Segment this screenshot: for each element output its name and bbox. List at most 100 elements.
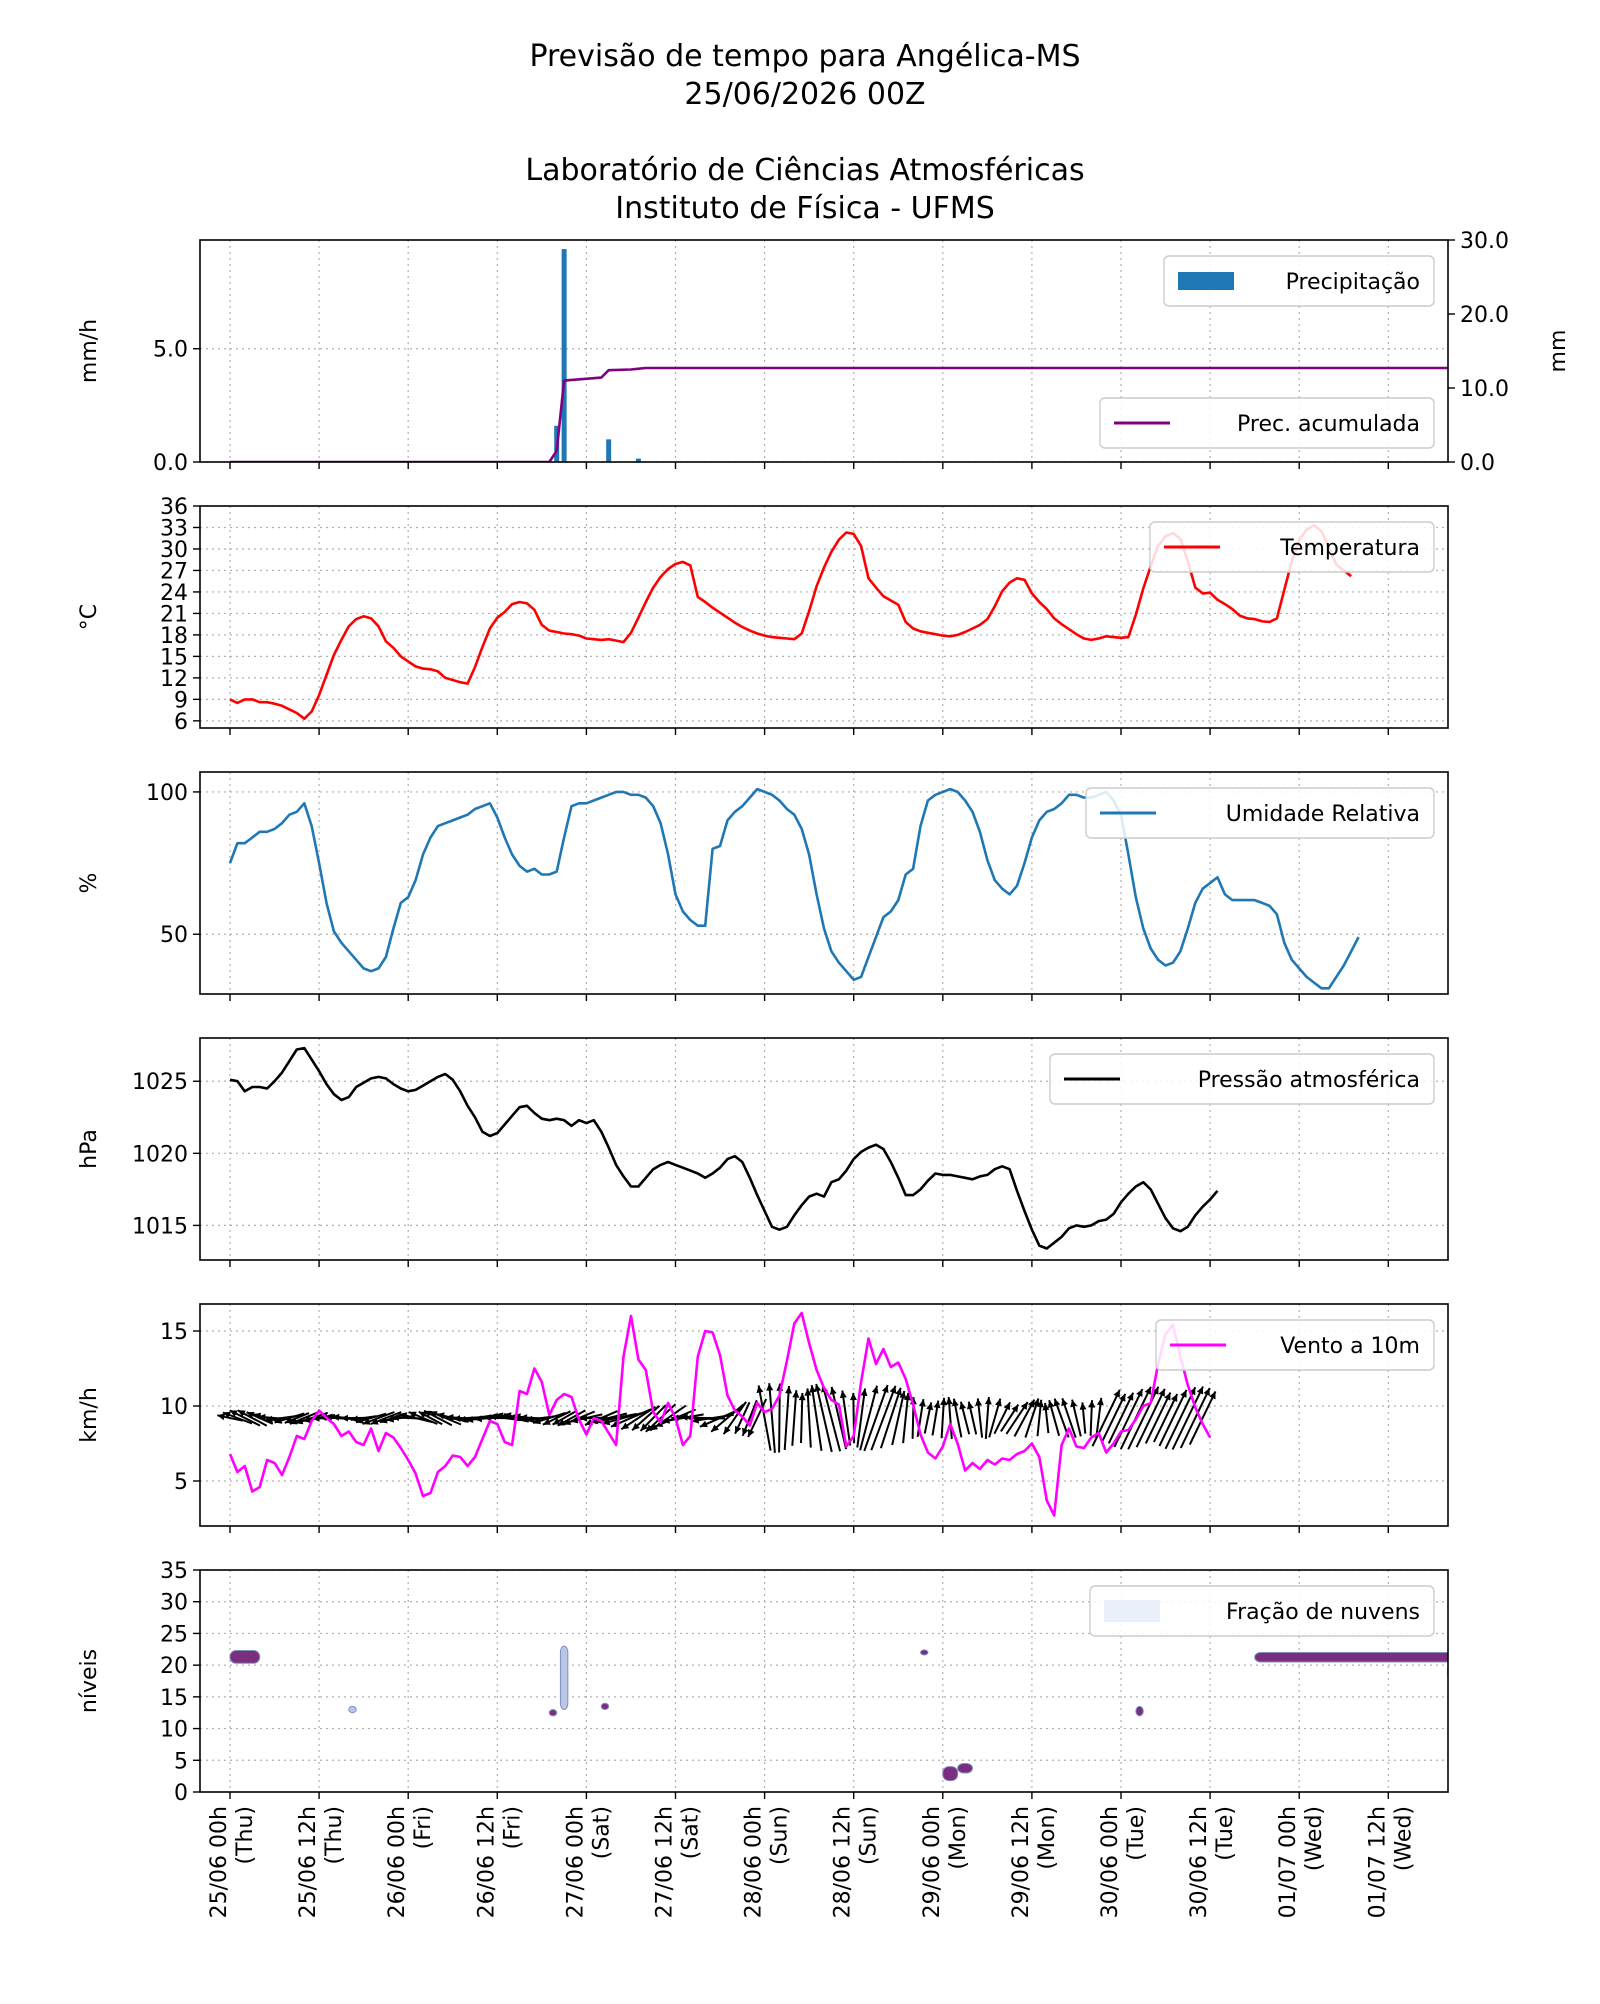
wind-arrow-head bbox=[1011, 1404, 1019, 1413]
x-tick-label-date: 01/07 00h bbox=[1276, 1806, 1301, 1918]
x-tick-label-day: (Thu) bbox=[322, 1806, 347, 1865]
y-tick-label: 15 bbox=[160, 1686, 188, 1711]
wind-arrow-head bbox=[495, 1412, 504, 1420]
wind-arrow-head bbox=[904, 1392, 911, 1401]
y-tick-label: 0 bbox=[174, 1781, 188, 1806]
wind-arrow-head bbox=[1079, 1402, 1087, 1410]
wind-arrow-head bbox=[766, 1383, 774, 1391]
legend-wind: Vento a 10m bbox=[1155, 1319, 1435, 1371]
wind-arrow-head bbox=[579, 1414, 588, 1422]
wind-arrow-head bbox=[356, 1417, 364, 1424]
y-tick-label: 21 bbox=[160, 602, 188, 627]
wind-arrow-shaft bbox=[856, 1388, 866, 1448]
wind-arrow-head bbox=[570, 1416, 579, 1424]
wind-arrow-head bbox=[1158, 1388, 1165, 1397]
y-tick-label: 35 bbox=[160, 1559, 188, 1584]
wind-arrow-head bbox=[340, 1414, 348, 1422]
x-tick-label-day: (Fri) bbox=[500, 1806, 525, 1849]
plot-area-wind bbox=[217, 1311, 1217, 1517]
y-axis-label: hPa bbox=[77, 1129, 102, 1169]
legend-rh: Umidade Relativa bbox=[1085, 787, 1435, 839]
wind-arrow-head bbox=[839, 1390, 847, 1399]
x-tick-label-day: (Tue) bbox=[1213, 1806, 1238, 1861]
legend-label: Umidade Relativa bbox=[1226, 802, 1420, 827]
wind-arrow-head bbox=[1152, 1386, 1159, 1395]
wind-arrow-head bbox=[436, 1412, 445, 1420]
legend-label: Fração de nuvens bbox=[1226, 1600, 1420, 1625]
x-tick-label-date: 30/06 00h bbox=[1098, 1806, 1123, 1918]
wind-arrow-head bbox=[446, 1414, 454, 1421]
wind-arrow-shaft bbox=[1158, 1389, 1188, 1447]
panel-wind: 5 10 15 km/h Vento a 10m bbox=[77, 1303, 1449, 1533]
wind-arrow-head bbox=[258, 1413, 266, 1421]
y-tick-label: 10 bbox=[160, 1395, 188, 1420]
wind-arrow-shaft bbox=[821, 1384, 842, 1452]
y-axis-label: km/h bbox=[77, 1387, 102, 1443]
wind-arrow-shaft bbox=[1113, 1388, 1144, 1448]
x-tick-label-date: 30/06 12h bbox=[1187, 1806, 1212, 1918]
wind-arrow-head bbox=[229, 1410, 238, 1417]
cloud-blob bbox=[559, 1645, 569, 1711]
y-tick-label: 27 bbox=[160, 559, 188, 584]
wind-arrow-shaft bbox=[1100, 1393, 1127, 1443]
wind-arrow-head bbox=[1113, 1389, 1120, 1398]
wind-arrow-head bbox=[453, 1415, 461, 1422]
cloud-blob bbox=[600, 1702, 610, 1711]
wind-arrow-head bbox=[370, 1418, 379, 1425]
y-tick-label: 10 bbox=[160, 1718, 188, 1743]
wind-arrow-head bbox=[399, 1412, 407, 1420]
cloud-blob bbox=[229, 1650, 261, 1664]
wind-arrow-shaft bbox=[1188, 1390, 1217, 1446]
wind-arrow-head bbox=[945, 1397, 953, 1405]
wind-arrow-head bbox=[429, 1411, 438, 1418]
y-tick-label: 5 bbox=[174, 1470, 188, 1495]
y-tick-label: 36 bbox=[160, 495, 188, 520]
wind-arrow-head bbox=[1053, 1398, 1061, 1407]
legend-swatch bbox=[1178, 272, 1234, 290]
x-tick-label-date: 25/06 12h bbox=[296, 1806, 321, 1918]
panel-frame-precip bbox=[199, 239, 1449, 463]
plot-area-rh bbox=[228, 787, 1360, 990]
wind-arrow-head bbox=[1196, 1386, 1203, 1395]
wind-arrow-head bbox=[295, 1417, 304, 1425]
wind-arrow-head bbox=[542, 1418, 551, 1425]
wind-arrow-head bbox=[418, 1411, 427, 1419]
wind-arrow-head bbox=[1119, 1393, 1126, 1402]
y-tick-label: 1020 bbox=[132, 1142, 188, 1167]
y-axis-label: % bbox=[77, 873, 102, 894]
wind-arrow-head bbox=[1037, 1399, 1044, 1408]
wind-arrow-head bbox=[967, 1401, 974, 1410]
wind-arrow-head bbox=[895, 1387, 902, 1396]
wind-arrow-head bbox=[1070, 1399, 1078, 1408]
legend-temp: Temperatura bbox=[1149, 521, 1435, 573]
title-line-1: Previsão de tempo para Angélica-MS bbox=[529, 39, 1080, 74]
x-tick-label-day: (Mon) bbox=[1035, 1806, 1060, 1870]
wind-arrow-shaft bbox=[806, 1388, 812, 1448]
wind-arrow-shaft bbox=[1144, 1392, 1172, 1444]
legend-frame bbox=[1155, 1319, 1435, 1371]
wind-arrow-head bbox=[489, 1413, 497, 1421]
wind-arrow-head bbox=[742, 1427, 749, 1436]
wind-arrow-head bbox=[1189, 1387, 1196, 1396]
x-tick-label-day: (Thu) bbox=[233, 1806, 258, 1865]
wind-arrow-head bbox=[792, 1390, 800, 1398]
panel-precip: 0.0 5.0 mm/h 0.0 10.0 20.0 30.0 mm Precipitação P… bbox=[77, 229, 1571, 476]
x-tick-label-day: (Wed) bbox=[1302, 1806, 1327, 1871]
y-tick-label: 5 bbox=[174, 1749, 188, 1774]
x-tick-label-date: 28/06 12h bbox=[831, 1806, 856, 1918]
wind-arrow-head bbox=[871, 1385, 879, 1394]
wind-arrow-head bbox=[995, 1398, 1002, 1407]
wind-arrow-head bbox=[829, 1386, 837, 1395]
x-tick-label-day: (Mon) bbox=[946, 1806, 971, 1870]
wind-arrow-head bbox=[458, 1415, 467, 1423]
y-tick-label: 15 bbox=[160, 645, 188, 670]
y-right-tick-label: 30.0 bbox=[1460, 229, 1509, 254]
legend-frame bbox=[1089, 1585, 1435, 1637]
x-tick-label-day: (Tue) bbox=[1124, 1806, 1149, 1861]
wind-arrow-head bbox=[723, 1426, 731, 1435]
wind-arrow-head bbox=[1180, 1389, 1187, 1398]
y-tick-label: 50 bbox=[160, 923, 188, 948]
panel-frame-wind bbox=[199, 1303, 1449, 1527]
x-tick-label-date: 27/06 12h bbox=[653, 1806, 678, 1918]
y-tick-label: 12 bbox=[160, 667, 188, 692]
